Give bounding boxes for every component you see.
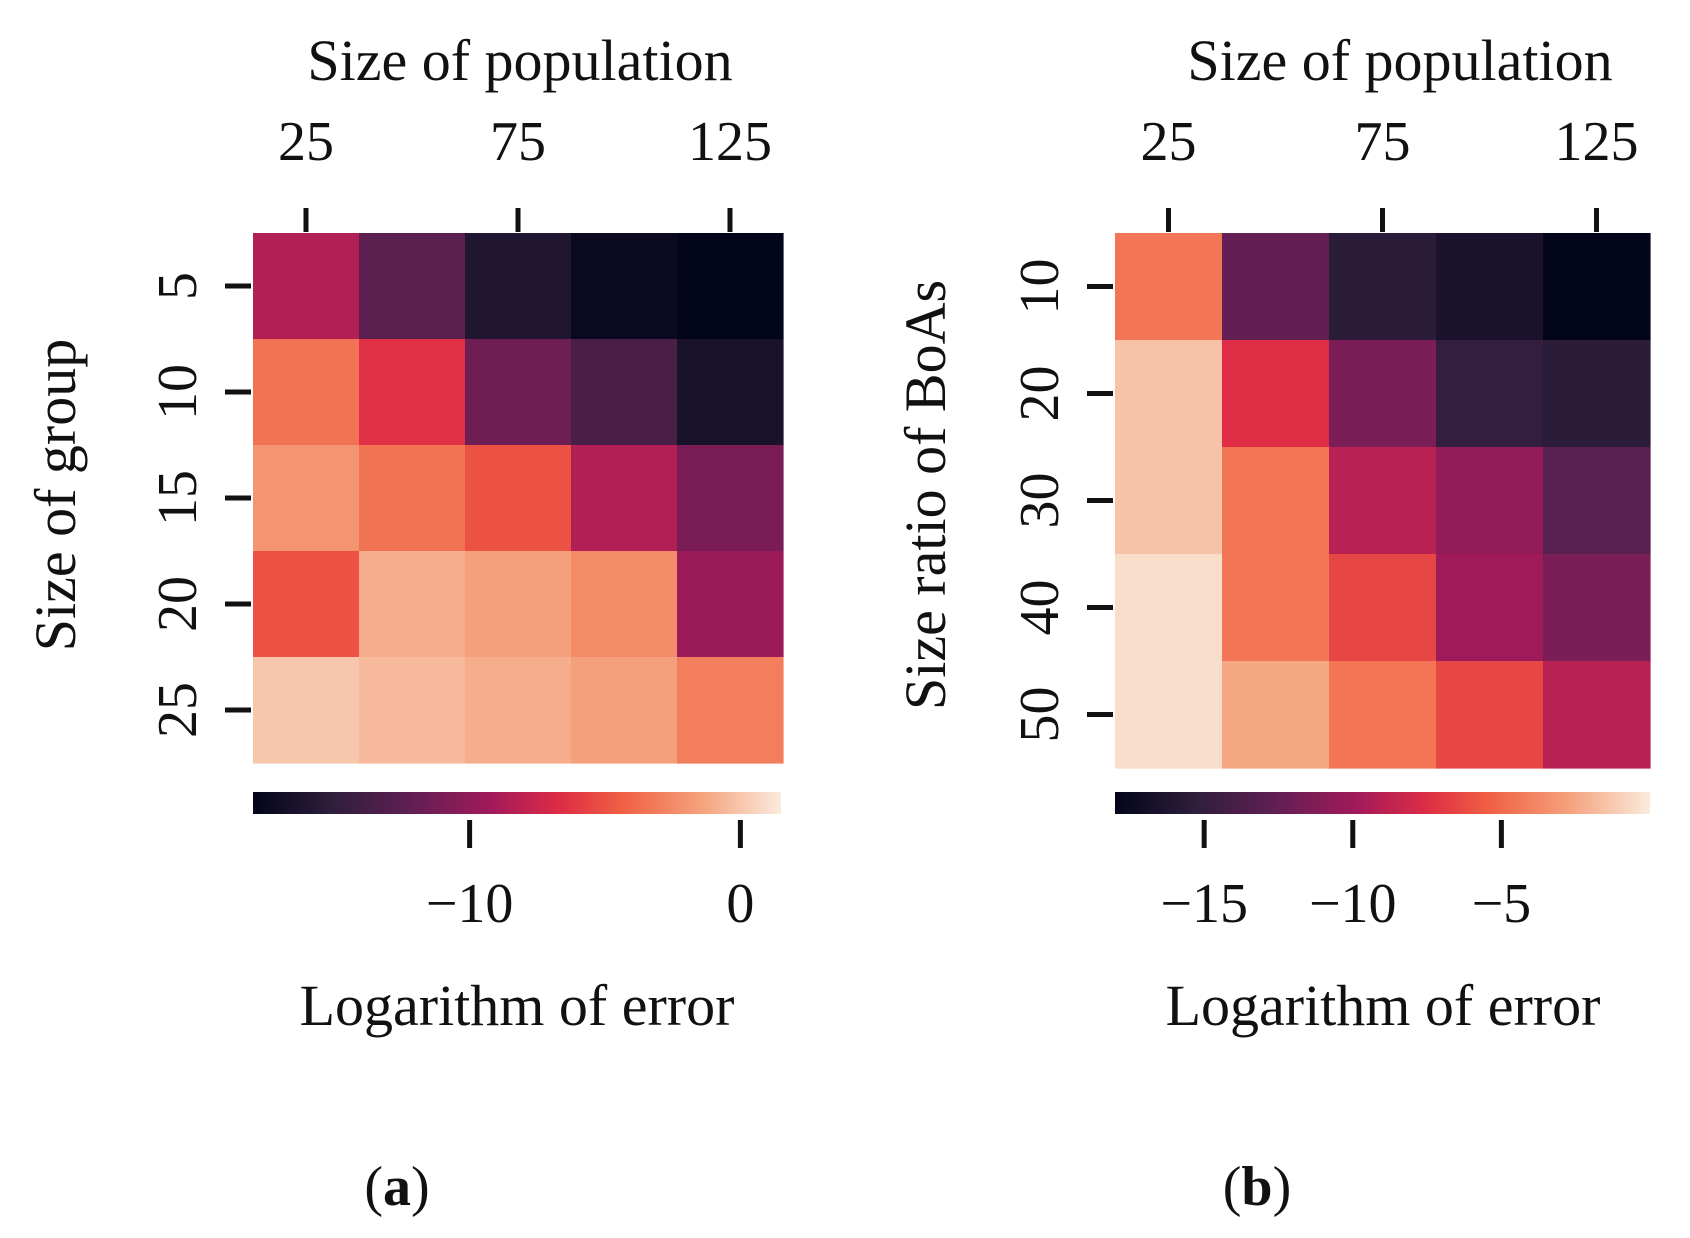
y-tick-label: 5 — [147, 272, 209, 300]
heatmap-cell — [465, 657, 572, 764]
heatmap-cell — [1543, 447, 1651, 555]
panel-a: Size of population 25 75 125 5 10 15 20 25 Siz… — [23, 28, 784, 1218]
y-tick-label: 40 — [1009, 580, 1071, 636]
heatmap-cell — [677, 657, 784, 764]
panel-b-colorbar-label: Logarithm of error — [1166, 973, 1601, 1038]
heatmap-cell — [1115, 447, 1223, 555]
heatmap-cell — [1115, 233, 1223, 341]
panel-b-x-ticks: 25 75 125 — [1141, 111, 1639, 232]
heatmap-cell — [571, 445, 678, 552]
heatmap-cell — [253, 233, 360, 340]
panel-a-x-title: Size of population — [307, 28, 732, 93]
x-tick-label: 75 — [490, 111, 546, 173]
panel-a-colorbar-label: Logarithm of error — [300, 973, 735, 1038]
heatmap-cell — [465, 445, 572, 552]
colorbar-tick-label: −10 — [1309, 873, 1397, 935]
heatmap-cell — [253, 657, 360, 764]
x-tick-label: 75 — [1355, 111, 1411, 173]
panel-b-caption-letter: b — [1241, 1156, 1272, 1218]
y-tick-label: 20 — [147, 576, 209, 632]
panel-b: Size of population 25 75 125 10 20 30 40 50 Si… — [893, 28, 1651, 1218]
heatmap-cell — [571, 339, 678, 446]
heatmap-cell — [1543, 233, 1651, 341]
colorbar-tick-label: −10 — [426, 873, 514, 935]
heatmap-cell — [1115, 661, 1223, 769]
heatmap-cell — [1543, 661, 1651, 769]
heatmap-cell — [1329, 447, 1437, 555]
panel-b-x-title: Size of population — [1187, 28, 1612, 93]
x-tick-label: 125 — [688, 111, 772, 173]
heatmap-cell — [1436, 554, 1544, 662]
heatmap-cell — [677, 233, 784, 340]
heatmap-cell — [1222, 661, 1330, 769]
panel-b-colorbar — [1115, 792, 1650, 814]
heatmap-cell — [465, 233, 572, 340]
panel-a-y-title: Size of group — [23, 339, 88, 652]
heatmap-cell — [677, 551, 784, 658]
x-tick-label: 25 — [278, 111, 334, 173]
heatmap-cell — [1543, 340, 1651, 448]
panel-b-y-title: Size ratio of BoAs — [893, 280, 958, 710]
y-tick-label: 10 — [1009, 259, 1071, 315]
x-tick-label: 125 — [1555, 111, 1639, 173]
heatmap-cell — [253, 339, 360, 446]
heatmap-cell — [1329, 661, 1437, 769]
heatmap-cell — [359, 339, 466, 446]
heatmap-cell — [359, 445, 466, 552]
panel-a-colorbar — [253, 792, 781, 814]
panel-a-caption: (a) — [364, 1156, 429, 1218]
heatmap-cell — [1222, 233, 1330, 341]
heatmap-cell — [253, 445, 360, 552]
heatmap-cell — [1543, 554, 1651, 662]
heatmap-cell — [1436, 447, 1544, 555]
y-tick-label: 25 — [147, 682, 209, 738]
colorbar-tick-label: −5 — [1472, 873, 1532, 935]
y-tick-label: 50 — [1009, 687, 1071, 743]
heatmap-cell — [571, 657, 678, 764]
panel-a-caption-letter: a — [383, 1156, 411, 1218]
panel-a-x-ticks: 25 75 125 — [278, 111, 772, 232]
panel-b-caption: (b) — [1223, 1156, 1291, 1218]
y-tick-label: 10 — [147, 364, 209, 420]
heatmap-cell — [1222, 447, 1330, 555]
heatmap-cell — [1222, 554, 1330, 662]
heatmap-cell — [1329, 554, 1437, 662]
y-tick-label: 30 — [1009, 473, 1071, 529]
y-tick-label: 15 — [147, 470, 209, 526]
y-tick-label: 20 — [1009, 366, 1071, 422]
heatmap-cell — [465, 339, 572, 446]
colorbar-tick-label: −15 — [1160, 873, 1248, 935]
heatmap-cell — [1436, 661, 1544, 769]
heatmap-cell — [1329, 340, 1437, 448]
panel-a-colorbar-ticks: −10 0 — [426, 820, 754, 935]
heatmap-cell — [1222, 340, 1330, 448]
heatmap-cell — [571, 233, 678, 340]
heatmap-cell — [359, 657, 466, 764]
heatmap-cell — [677, 339, 784, 446]
heatmap-cell — [1436, 340, 1544, 448]
panel-a-y-ticks: 5 10 15 20 25 — [147, 272, 251, 738]
heatmap-cell — [1115, 554, 1223, 662]
heatmap-cell — [359, 551, 466, 658]
heatmap-cell — [1115, 340, 1223, 448]
heatmap-cell — [465, 551, 572, 658]
heatmap-cell — [253, 551, 360, 658]
panel-b-y-ticks: 10 20 30 40 50 — [1009, 259, 1113, 743]
colorbar-tick-label: 0 — [726, 873, 754, 935]
heatmap-cell — [1329, 233, 1437, 341]
heatmap-cell — [571, 551, 678, 658]
panel-a-heatmap — [253, 233, 784, 764]
heatmap-cell — [677, 445, 784, 552]
panel-b-colorbar-ticks: −15 −10 −5 — [1160, 820, 1531, 935]
panel-b-heatmap — [1115, 233, 1651, 769]
heatmap-cell — [359, 233, 466, 340]
heatmap-cell — [1436, 233, 1544, 341]
x-tick-label: 25 — [1141, 111, 1197, 173]
